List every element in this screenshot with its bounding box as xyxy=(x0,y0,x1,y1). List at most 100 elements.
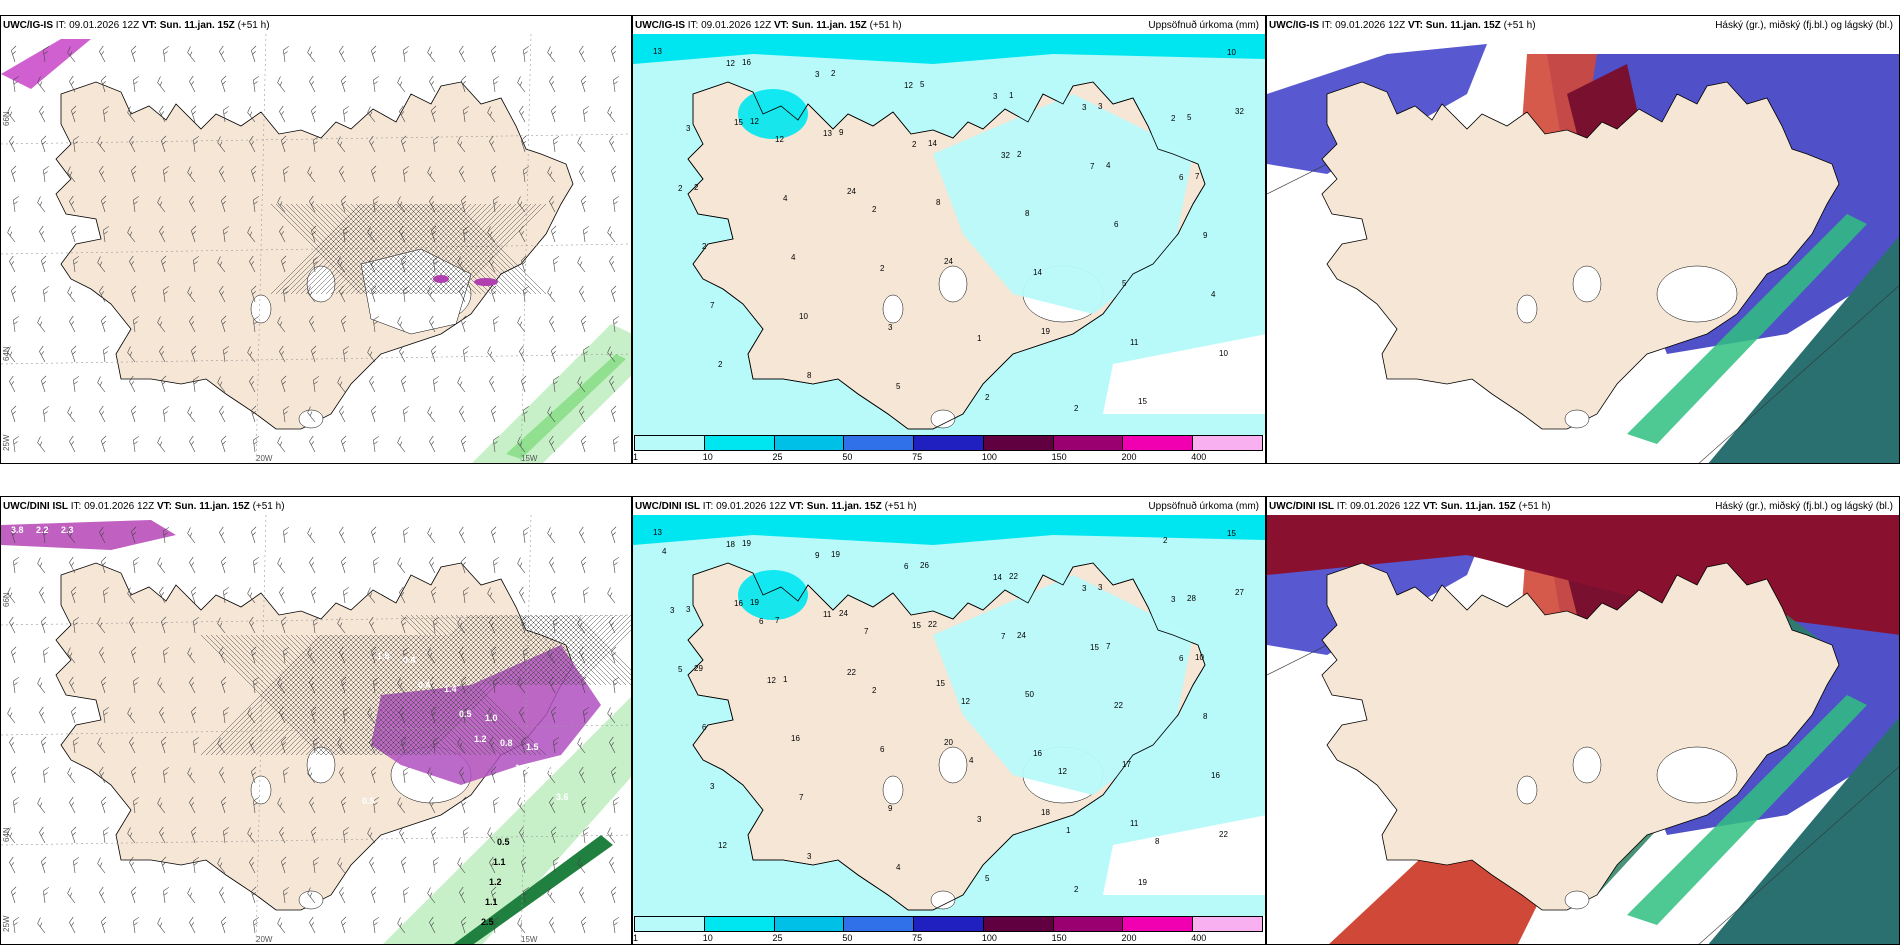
wind-barb xyxy=(103,346,110,363)
wind-barb xyxy=(399,826,406,844)
wind-barb xyxy=(9,616,16,634)
wind-barb xyxy=(127,707,136,724)
precip-band-nw xyxy=(1,39,91,89)
wind-barb xyxy=(127,587,136,604)
wind-barb xyxy=(223,587,230,604)
precip-value: 15 xyxy=(1227,529,1236,538)
precip-value: 8 xyxy=(1155,837,1160,846)
wind-barb xyxy=(403,286,410,303)
wind-barb xyxy=(461,676,467,694)
wind-barb xyxy=(281,255,287,273)
wind-barb xyxy=(193,136,200,153)
colorbar-ticks: 1 10 25 50 75 100 150 200 400 xyxy=(633,452,1263,462)
init-time: IT: 09.01.2026 12Z xyxy=(70,501,155,512)
colorbar-tick-label: 50 xyxy=(842,452,853,462)
precip-value: 3 xyxy=(977,815,982,824)
wind-barb xyxy=(101,916,107,934)
precip-value: 6 xyxy=(904,562,909,571)
precip-value: 15 xyxy=(912,621,921,630)
precip-value: 4 xyxy=(1211,290,1216,299)
precip-value: 1 xyxy=(783,675,788,684)
wind-barb xyxy=(459,405,466,423)
wind-barb xyxy=(71,345,77,363)
colorbar-swatch xyxy=(982,435,1054,451)
wind-barb xyxy=(367,106,376,123)
wind-barb xyxy=(37,917,46,934)
wind-barb xyxy=(277,677,286,694)
precip-value: 12 xyxy=(750,117,759,126)
wind-barb xyxy=(71,225,77,243)
precip-value: 6 xyxy=(1179,654,1184,663)
wind-barb xyxy=(283,527,290,544)
wind-barb xyxy=(279,225,286,243)
wind-barb xyxy=(223,827,230,844)
wind-barb xyxy=(193,857,200,874)
wind-barb xyxy=(101,75,107,93)
precip-value: 26 xyxy=(920,561,929,570)
wind-barb xyxy=(549,195,556,213)
wind-barb xyxy=(339,45,346,63)
precip-value: 18 xyxy=(726,540,735,549)
wind-barb xyxy=(517,196,526,213)
wind-barb xyxy=(463,827,470,844)
precip-value: 6 xyxy=(1179,173,1184,182)
wind-barb xyxy=(133,196,140,213)
panel-header: UWC/IG-IS IT: 09.01.2026 12Z VT: Sun. 11… xyxy=(1267,16,1899,36)
precip-amount: 1.2 xyxy=(474,734,487,744)
wind-barb xyxy=(609,255,616,273)
glacier-myrdalsjokull xyxy=(1564,409,1590,429)
precip-value: 5 xyxy=(920,80,925,89)
wind-barb xyxy=(549,916,556,934)
wind-barb xyxy=(371,766,377,784)
precip-band-se-core xyxy=(453,835,613,944)
precip-value: 22 xyxy=(847,668,856,677)
wind-barb xyxy=(369,856,376,874)
panel-title: Uppsöfnuð úrkoma (mm) xyxy=(1148,20,1259,31)
wind-barb xyxy=(491,766,497,784)
wind-barb xyxy=(247,827,256,844)
wind-barb xyxy=(581,315,587,333)
wind-barb xyxy=(73,136,80,153)
precip-value: 2 xyxy=(985,393,990,402)
wind-barb xyxy=(43,46,50,63)
wind-barb xyxy=(103,587,110,604)
wind-barb xyxy=(343,226,350,243)
wind-barb xyxy=(611,766,617,784)
wind-barb xyxy=(97,136,106,153)
wind-barb xyxy=(613,196,620,213)
wind-barb xyxy=(191,345,197,363)
precip-value: 32 xyxy=(1001,151,1010,160)
precip-value: 5 xyxy=(678,665,683,674)
wind-barb xyxy=(549,435,556,453)
wind-barb xyxy=(281,375,287,393)
wind-barb xyxy=(491,646,497,664)
wind-barb xyxy=(37,677,46,694)
wind-barb xyxy=(309,435,316,453)
wind-barb xyxy=(611,165,617,183)
wind-barb xyxy=(193,737,200,754)
wind-barb xyxy=(163,166,170,183)
mid-cloud-band xyxy=(1627,214,1867,444)
glacier-langjokull xyxy=(306,746,336,784)
wind-barb xyxy=(187,647,196,664)
wind-barb xyxy=(613,917,620,934)
colorbar-swatch xyxy=(913,916,984,932)
precip-amount: 3.8 xyxy=(11,525,24,535)
wind-barb xyxy=(491,165,497,183)
wind-barb xyxy=(521,736,527,754)
wind-barb xyxy=(371,526,377,544)
wind-barb xyxy=(101,315,107,333)
wind-barb xyxy=(69,75,76,93)
precip-value: 12 xyxy=(1058,767,1067,776)
wind-barb xyxy=(133,797,140,814)
wind-barb xyxy=(613,557,620,574)
wind-barb xyxy=(43,887,50,904)
precip-value: 2 xyxy=(831,69,836,78)
glacier-vatnajokull xyxy=(1656,265,1738,323)
wind-barb xyxy=(283,166,290,183)
precip-value: 4 xyxy=(662,547,667,556)
glacier-vatnajokull xyxy=(1656,746,1738,804)
wind-barb xyxy=(313,136,320,153)
wind-barb xyxy=(221,315,227,333)
wind-barb xyxy=(611,45,617,63)
